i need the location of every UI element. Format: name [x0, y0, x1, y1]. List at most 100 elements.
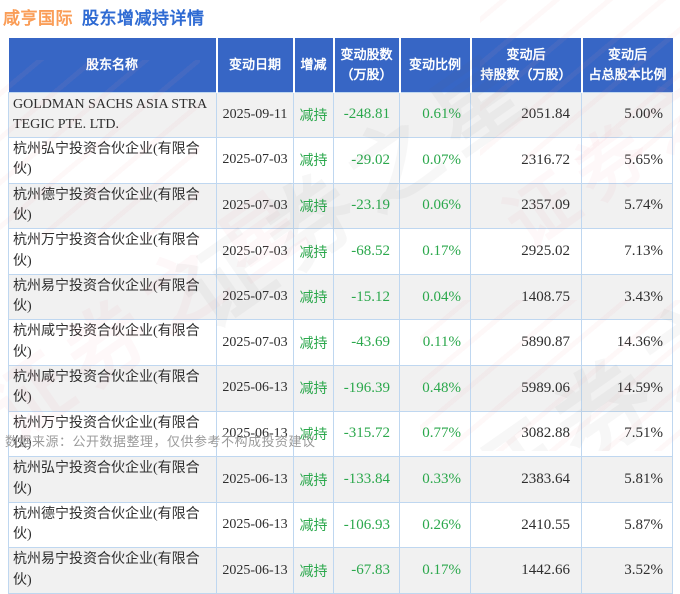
cell-shares-after: 2051.84 [470, 91, 582, 139]
cell-shares-after: 5989.06 [470, 365, 582, 412]
cell-change-date: 2025-06-13 [216, 410, 294, 458]
cell-change-ratio: 0.33% [399, 456, 471, 503]
cell-shareholder-name: 杭州万宁投资合伙企业(有限合伙) [8, 228, 217, 275]
cell-change-shares: -29.02 [333, 137, 400, 184]
column-header-increase-decrease: 增减 [292, 38, 334, 92]
cell-increase-decrease: 减持 [293, 501, 334, 549]
cell-change-shares: -248.81 [333, 91, 400, 139]
cell-shareholder-name: 杭州德宁投资合伙企业(有限合伙) [8, 501, 217, 549]
cell-change-ratio: 0.17% [399, 547, 471, 594]
cell-shareholder-name: GOLDMAN SACHS ASIA STRATEGIC PTE. LTD. [8, 91, 217, 139]
cell-change-ratio: 0.77% [399, 410, 471, 458]
cell-change-date: 2025-07-03 [216, 182, 294, 230]
cell-change-ratio: 0.06% [399, 182, 471, 230]
page-title: 咸亨国际 股东增减持详情 [3, 4, 205, 29]
table-row: 杭州德宁投资合伙企业(有限合伙) 2025-07-03 减持 -23.19 0.06% 2… [8, 182, 673, 230]
cell-increase-decrease: 减持 [293, 273, 334, 321]
cell-change-shares: -196.39 [333, 365, 400, 412]
cell-increase-decrease: 减持 [293, 91, 334, 139]
cell-shares-after: 1442.66 [470, 547, 582, 594]
cell-change-date: 2025-06-13 [216, 501, 294, 549]
cell-shareholder-name: 杭州易宁投资合伙企业(有限合伙) [8, 273, 217, 321]
cell-total-ratio-after: 5.00% [581, 91, 673, 139]
cell-increase-decrease: 减持 [293, 137, 334, 184]
column-header-change-shares: 变动股数 （万股） [332, 38, 400, 92]
table-header-row: 股东名称 变动日期 增减 变动股数 （万股） 变动比例 变动后 持股数（万股） … [8, 38, 673, 92]
cell-change-shares: -15.12 [333, 273, 400, 321]
cell-increase-decrease: 减持 [293, 182, 334, 230]
cell-change-ratio: 0.48% [399, 365, 471, 412]
company-name: 咸亨国际 [3, 9, 73, 28]
cell-change-shares: -23.19 [333, 182, 400, 230]
cell-shareholder-name: 杭州弘宁投资合伙企业(有限合伙) [8, 137, 217, 184]
cell-shareholder-name: 杭州易宁投资合伙企业(有限合伙) [8, 547, 217, 594]
cell-change-shares: -68.52 [333, 228, 400, 275]
table-row: 杭州德宁投资合伙企业(有限合伙) 2025-06-13 减持 -106.93 0.26%… [8, 501, 673, 549]
cell-change-ratio: 0.07% [399, 137, 471, 184]
table-row: 杭州咸宁投资合伙企业(有限合伙) 2025-06-13 减持 -196.39 0.48%… [8, 365, 673, 412]
cell-change-date: 2025-06-13 [216, 365, 294, 412]
table-body: GOLDMAN SACHS ASIA STRATEGIC PTE. LTD. 20… [8, 91, 673, 594]
table-row: 杭州易宁投资合伙企业(有限合伙) 2025-06-13 减持 -67.83 0.17% 1… [8, 547, 673, 594]
cell-shares-after: 2383.64 [470, 456, 582, 503]
cell-total-ratio-after: 7.51% [581, 410, 673, 458]
cell-change-shares: -43.69 [333, 319, 400, 367]
cell-total-ratio-after: 3.52% [581, 547, 673, 594]
cell-shares-after: 1408.75 [470, 273, 582, 321]
cell-increase-decrease: 减持 [293, 228, 334, 275]
cell-change-ratio: 0.26% [399, 501, 471, 549]
cell-change-date: 2025-07-03 [216, 228, 294, 275]
report-title: 股东增减持详情 [82, 9, 205, 28]
cell-total-ratio-after: 14.59% [581, 365, 673, 412]
cell-change-date: 2025-07-03 [216, 273, 294, 321]
cell-increase-decrease: 减持 [293, 365, 334, 412]
cell-shares-after: 5890.87 [470, 319, 582, 367]
cell-change-ratio: 0.04% [399, 273, 471, 321]
cell-total-ratio-after: 5.74% [581, 182, 673, 230]
cell-shares-after: 3082.88 [470, 410, 582, 458]
cell-shareholder-name: 杭州德宁投资合伙企业(有限合伙) [8, 182, 217, 230]
shareholder-change-table: 股东名称 变动日期 增减 变动股数 （万股） 变动比例 变动后 持股数（万股） … [8, 38, 673, 594]
table-row: GOLDMAN SACHS ASIA STRATEGIC PTE. LTD. 20… [8, 91, 673, 139]
cell-shares-after: 2925.02 [470, 228, 582, 275]
cell-total-ratio-after: 14.36% [581, 319, 673, 367]
cell-shares-after: 2316.72 [470, 137, 582, 184]
data-source-note: 数据来源：公开数据整理，仅供参考不构成投资建议 [5, 434, 316, 449]
cell-increase-decrease: 减持 [293, 456, 334, 503]
cell-change-ratio: 0.17% [399, 228, 471, 275]
table-row: 杭州万宁投资合伙企业(有限合伙) 2025-06-13 减持 -315.72 0.77%… [8, 410, 673, 458]
cell-change-date: 2025-07-03 [216, 319, 294, 367]
table-row: 杭州易宁投资合伙企业(有限合伙) 2025-07-03 减持 -15.12 0.04% 1… [8, 273, 673, 321]
cell-change-shares: -67.83 [333, 547, 400, 594]
cell-shareholder-name: 杭州咸宁投资合伙企业(有限合伙) [8, 365, 217, 412]
table-row: 杭州万宁投资合伙企业(有限合伙) 2025-07-03 减持 -68.52 0.17% 2… [8, 228, 673, 275]
cell-shareholder-name: 杭州万宁投资合伙企业(有限合伙) [8, 410, 217, 458]
cell-increase-decrease: 减持 [293, 547, 334, 594]
cell-total-ratio-after: 5.87% [581, 501, 673, 549]
column-header-total-ratio-after: 变动后 占总股本比例 [580, 38, 673, 92]
cell-change-shares: -315.72 [333, 410, 400, 458]
cell-increase-decrease: 减持 [293, 319, 334, 367]
table-row: 杭州弘宁投资合伙企业(有限合伙) 2025-06-13 减持 -133.84 0.33%… [8, 456, 673, 503]
cell-shareholder-name: 杭州咸宁投资合伙企业(有限合伙) [8, 319, 217, 367]
table-row: 杭州弘宁投资合伙企业(有限合伙) 2025-07-03 减持 -29.02 0.07% 2… [8, 137, 673, 184]
cell-change-date: 2025-09-11 [216, 91, 294, 139]
column-header-shareholder-name: 股东名称 [8, 38, 217, 92]
cell-total-ratio-after: 7.13% [581, 228, 673, 275]
cell-total-ratio-after: 3.43% [581, 273, 673, 321]
cell-change-date: 2025-06-13 [216, 456, 294, 503]
cell-total-ratio-after: 5.65% [581, 137, 673, 184]
cell-shares-after: 2410.55 [470, 501, 582, 549]
cell-change-shares: -106.93 [333, 501, 400, 549]
table-row: 杭州咸宁投资合伙企业(有限合伙) 2025-07-03 减持 -43.69 0.11% 5… [8, 319, 673, 367]
column-header-change-date: 变动日期 [215, 38, 294, 92]
cell-change-ratio: 0.11% [399, 319, 471, 367]
column-header-change-ratio: 变动比例 [398, 38, 471, 92]
cell-change-ratio: 0.61% [399, 91, 471, 139]
cell-shareholder-name: 杭州弘宁投资合伙企业(有限合伙) [8, 456, 217, 503]
cell-change-shares: -133.84 [333, 456, 400, 503]
cell-total-ratio-after: 5.81% [581, 456, 673, 503]
cell-change-date: 2025-07-03 [216, 137, 294, 184]
cell-shares-after: 2357.09 [470, 182, 582, 230]
cell-increase-decrease: 减持 [293, 410, 334, 458]
